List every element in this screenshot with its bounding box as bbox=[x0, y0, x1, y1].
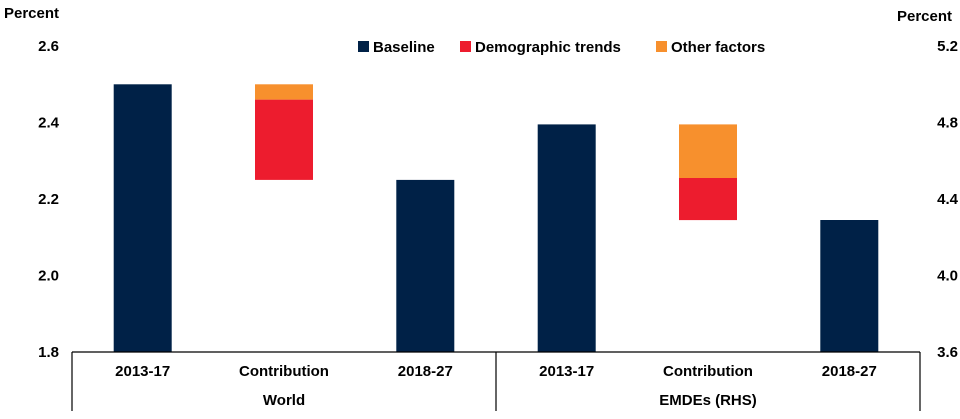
bar-baseline bbox=[396, 179, 455, 352]
legend-swatch bbox=[656, 41, 667, 52]
right-tick-label: 4.0 bbox=[937, 268, 958, 285]
right-axis-label: Percent bbox=[897, 8, 952, 25]
right-tick-label: 4.8 bbox=[937, 115, 958, 132]
category-labels: 2013-17 Contribution 2018-27 2013-17 Contrib… bbox=[115, 363, 877, 380]
category-label: Contribution bbox=[239, 363, 329, 380]
bar-baseline bbox=[537, 124, 596, 353]
category-label: 2018-27 bbox=[398, 363, 453, 380]
right-tick-label: 4.4 bbox=[937, 191, 959, 208]
left-tick-label: 2.2 bbox=[38, 191, 59, 208]
left-tick-label: 1.8 bbox=[38, 344, 59, 361]
bar-demographic-trends bbox=[679, 178, 737, 221]
bar-baseline bbox=[820, 220, 879, 352]
left-tick-label: 2.6 bbox=[38, 38, 59, 55]
bar-baseline bbox=[113, 84, 172, 353]
left-tick-label: 2.4 bbox=[38, 115, 60, 132]
bar-other-factors bbox=[679, 124, 737, 178]
group-label: World bbox=[263, 392, 305, 409]
category-label: 2013-17 bbox=[539, 363, 594, 380]
bar-other-factors bbox=[255, 84, 313, 100]
legend-label: Other factors bbox=[671, 39, 765, 56]
category-axis-frame bbox=[71, 351, 921, 411]
legend-swatch bbox=[358, 41, 369, 52]
category-label: 2018-27 bbox=[822, 363, 877, 380]
right-axis-ticks: 3.6 4.0 4.4 4.8 5.2 bbox=[937, 38, 959, 361]
bars bbox=[113, 84, 879, 353]
left-axis-label: Percent bbox=[4, 5, 59, 22]
bar-demographic-trends bbox=[255, 99, 313, 180]
group-label: EMDEs (RHS) bbox=[659, 392, 757, 409]
legend-swatch bbox=[460, 41, 471, 52]
category-label: 2013-17 bbox=[115, 363, 170, 380]
legend-label: Baseline bbox=[373, 39, 435, 56]
category-label: Contribution bbox=[663, 363, 753, 380]
legend: Baseline Demographic trends Other factors bbox=[358, 39, 765, 56]
right-tick-label: 5.2 bbox=[937, 38, 958, 55]
right-tick-label: 3.6 bbox=[937, 344, 958, 361]
group-labels: World EMDEs (RHS) bbox=[263, 392, 757, 409]
left-tick-label: 2.0 bbox=[38, 268, 59, 285]
legend-label: Demographic trends bbox=[475, 39, 621, 56]
left-axis-ticks: 1.8 2.0 2.2 2.4 2.6 bbox=[38, 38, 60, 361]
